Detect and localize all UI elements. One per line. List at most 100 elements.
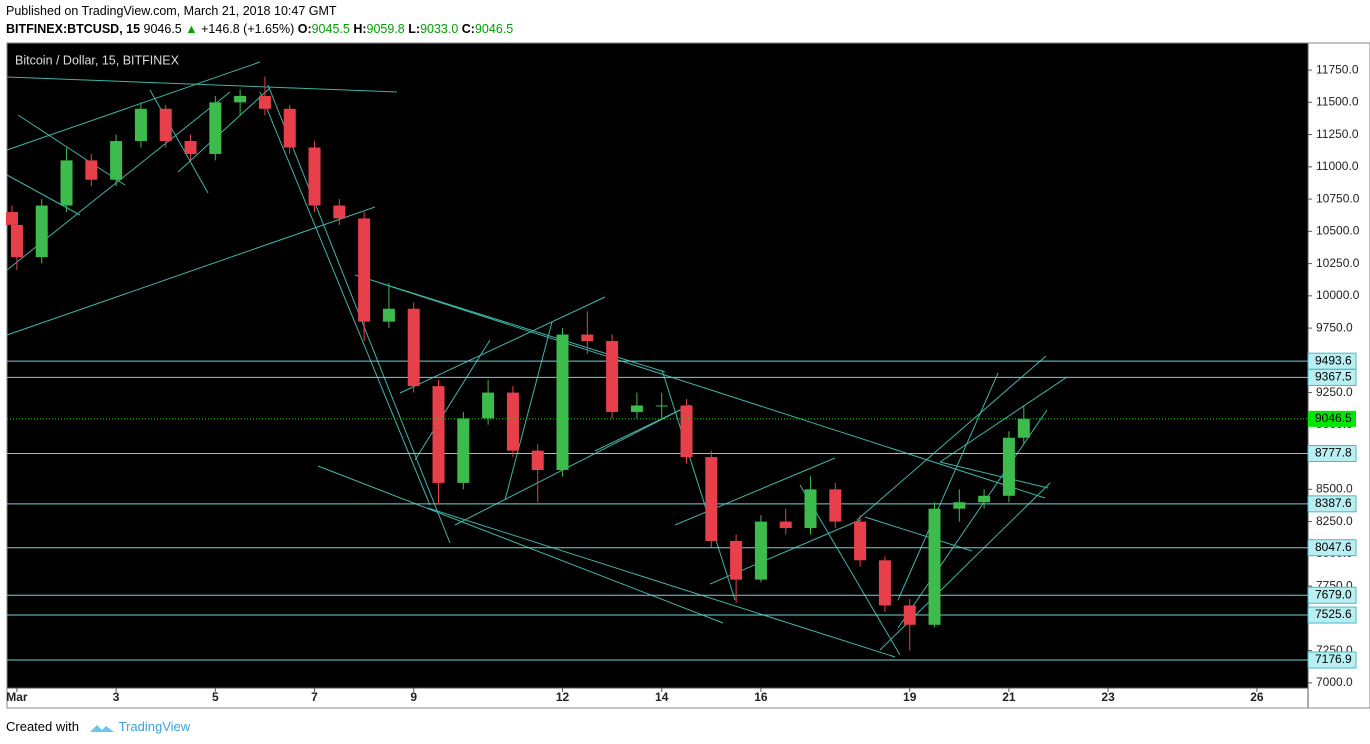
created-with: Created with — [6, 719, 79, 734]
candle-body — [283, 108, 296, 148]
candle-body — [1002, 437, 1015, 496]
candle-body — [953, 502, 966, 509]
change: +146.8 (+1.65%) — [201, 22, 295, 36]
candle-body — [705, 457, 718, 541]
candle-body — [110, 141, 123, 180]
x-tick-label: 16 — [754, 690, 768, 704]
candle-body — [407, 308, 420, 387]
y-tick-label: 11500.0 — [1316, 95, 1359, 109]
trendlines — [6, 61, 1068, 658]
candle-body — [184, 141, 197, 154]
candle-body — [134, 108, 147, 142]
candle-body — [10, 224, 23, 258]
candle-body — [482, 392, 495, 419]
candle-body — [1017, 418, 1030, 438]
candle-body — [5, 211, 18, 225]
x-tick-label: 3 — [113, 690, 120, 704]
candle-body — [457, 418, 470, 483]
candle-body — [506, 392, 519, 451]
x-tick-label: 21 — [1002, 690, 1016, 704]
level-label: 8777.8 — [1315, 446, 1352, 460]
y-tick-label: 8250.0 — [1316, 514, 1353, 528]
trendline — [454, 404, 691, 526]
y-tick-label: 9250.0 — [1316, 385, 1353, 399]
level-box — [1307, 445, 1357, 463]
level-box — [1307, 651, 1357, 669]
candle-body — [680, 405, 693, 458]
candle-body — [903, 605, 916, 625]
y-tick-label: 10750.0 — [1316, 191, 1360, 205]
symbol: BITFINEX:BTCUSD, 15 — [6, 22, 141, 36]
y-tick-label: 11750.0 — [1316, 62, 1359, 76]
trendline — [6, 76, 398, 93]
y-tick-label: 11000.0 — [1316, 159, 1359, 173]
candle-body — [35, 205, 48, 258]
trendline — [897, 409, 1048, 629]
frame — [6, 42, 1370, 709]
x-tick-label: 7 — [311, 690, 318, 704]
candle-body — [432, 386, 445, 483]
h: 9059.8 — [366, 22, 405, 36]
logo — [89, 724, 114, 732]
candle-body — [630, 405, 643, 412]
level-box — [1307, 539, 1357, 557]
level-box — [1307, 495, 1357, 513]
candle-body — [258, 95, 271, 109]
candle-body — [85, 160, 98, 180]
plot-area — [7, 43, 1308, 688]
candle-body — [779, 521, 792, 529]
trendline — [379, 282, 1046, 499]
candle-body — [581, 334, 594, 341]
arrow: ▲ — [185, 22, 198, 36]
x-tick-label: 12 — [556, 690, 570, 704]
candle-body — [333, 205, 346, 219]
candle-body — [234, 95, 247, 103]
candle-body — [928, 508, 941, 625]
candle-body — [754, 521, 767, 580]
x-tick-label: 26 — [1250, 690, 1264, 704]
candle-body — [60, 160, 73, 206]
x-tick-label: 5 — [212, 690, 219, 704]
trendline — [149, 89, 209, 194]
candle-body — [829, 489, 842, 522]
candle-body — [209, 102, 222, 154]
trendline — [17, 114, 126, 186]
trendline — [661, 369, 736, 601]
candle-body — [878, 560, 891, 606]
candle-body — [655, 405, 668, 407]
candle-body — [804, 489, 817, 529]
trendline — [427, 507, 896, 658]
candle-body — [531, 450, 544, 470]
x-tick-label: Mar — [6, 690, 28, 704]
candle-body — [854, 521, 867, 561]
candle-body — [978, 495, 991, 503]
trendline — [674, 457, 836, 526]
y-tick-label: 7000.0 — [1316, 675, 1353, 689]
trendline — [939, 461, 1049, 489]
l-label: L: — [408, 22, 421, 36]
trendline — [259, 91, 431, 506]
level-label: 7525.6 — [1315, 607, 1352, 621]
trendline — [6, 206, 376, 336]
trendline — [414, 339, 491, 461]
candle-body — [159, 108, 172, 142]
trendline — [897, 372, 999, 601]
trendline — [856, 355, 1047, 521]
c-label: C: — [461, 22, 475, 36]
level-box — [1307, 586, 1357, 604]
trendline — [317, 465, 724, 624]
y-tick-label: 8500.0 — [1316, 482, 1353, 496]
candle-body — [606, 340, 619, 412]
trendline — [177, 87, 271, 173]
candle-body — [556, 334, 569, 470]
y-tick-label: 9750.0 — [1316, 320, 1353, 334]
l: 9033.0 — [420, 22, 459, 36]
h-label: H: — [353, 22, 367, 36]
last: 9046.5 — [143, 22, 182, 36]
symbol-line: BITFINEX:BTCUSD, 15 9046.5 ▲ +146.8 (+1.… — [6, 22, 513, 36]
y-tick-label: 10500.0 — [1316, 224, 1360, 238]
x-tick-label: 14 — [655, 690, 669, 704]
level-label: 9367.5 — [1315, 370, 1352, 384]
